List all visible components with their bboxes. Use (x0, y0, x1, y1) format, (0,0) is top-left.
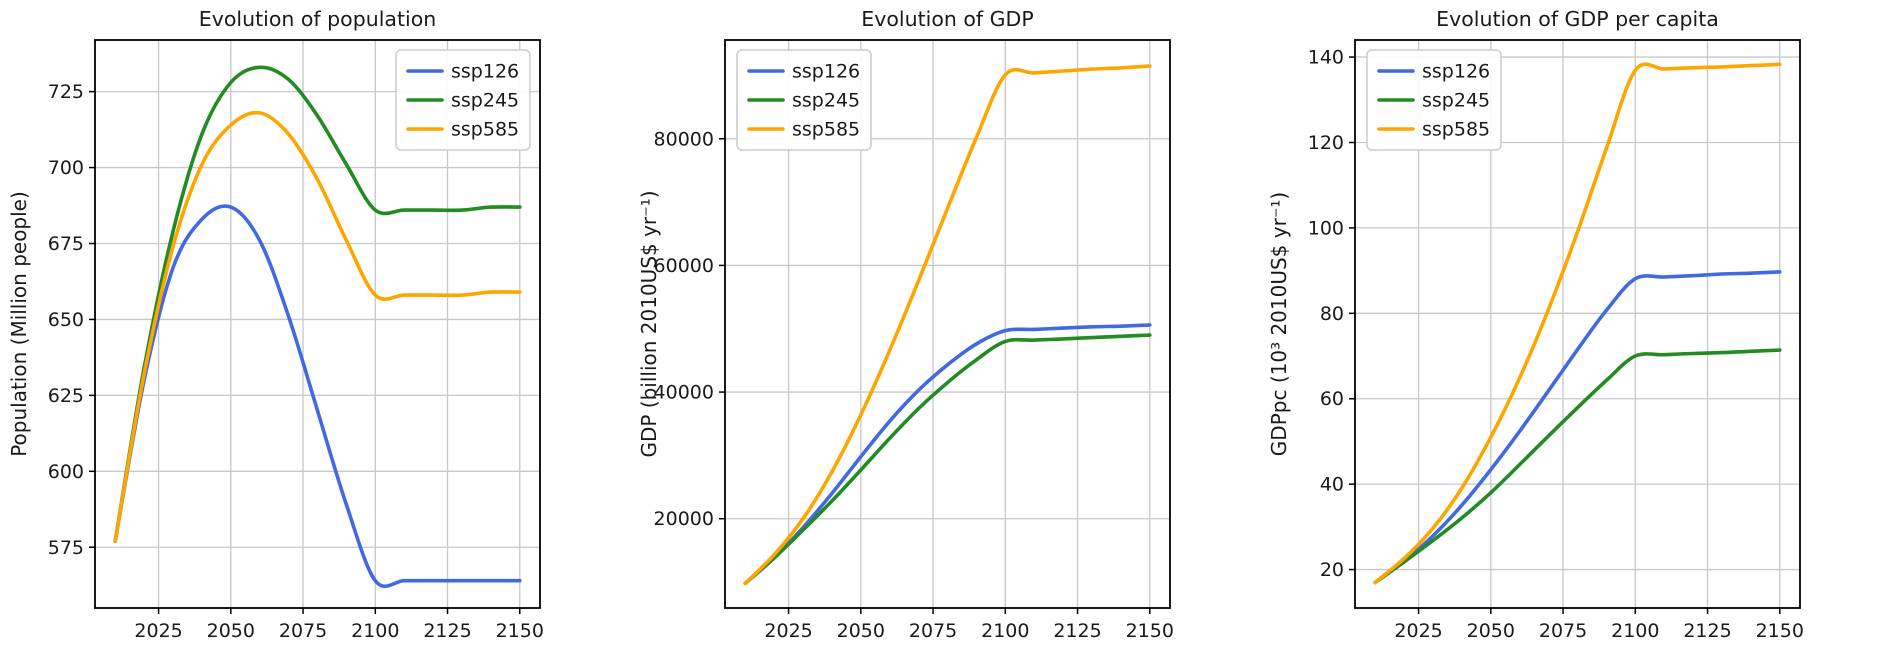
y-tick-label: 140 (1308, 47, 1344, 69)
x-tick-label: 2050 (837, 620, 885, 642)
series-ssp245-line (113, 65, 522, 543)
y-axis-label: GDPpc (10³ 2010US$ yr⁻¹) (1267, 192, 1291, 456)
x-tick-label: 2100 (351, 620, 399, 642)
y-tick-label: 20 (1320, 559, 1344, 581)
axes-frame (94, 39, 541, 609)
legend-label-ssp126: ssp126 (1422, 61, 1490, 83)
legend-box (1366, 49, 1502, 151)
y-tick-label: 40000 (654, 382, 714, 404)
y-tick-label: 20000 (654, 508, 714, 530)
y-tick-label: 625 (48, 385, 84, 407)
population-chart: 2025 2050 2075 2100 2125 2150 575 600 625 650 675 7… (7, 7, 544, 642)
x-tick-label: 2025 (764, 620, 812, 642)
y-tick-label: 60 (1320, 388, 1344, 410)
x-tick-label: 2150 (1756, 620, 1804, 642)
legend-label-ssp585: ssp585 (1422, 119, 1490, 141)
legend-label-ssp245: ssp245 (792, 90, 860, 112)
gdp-per-capita-chart: 2025 2050 2075 2100 2125 2150 20 40 60 80 100 120 14… (1267, 7, 1804, 642)
y-axis-label: GDP (billion 2010US$ yr⁻¹) (637, 190, 661, 457)
subplot-gdp-per-capita: 2025 2050 2075 2100 2125 2150 20 40 60 80 100 120 14… (1260, 0, 1890, 656)
x-tick-label: 2025 (134, 620, 182, 642)
x-tick-label: 2100 (981, 620, 1029, 642)
chart-title: Evolution of population (199, 7, 436, 31)
x-tick-label: 2050 (207, 620, 255, 642)
x-tick-label: 2125 (1053, 620, 1101, 642)
series-ssp585-line (1373, 62, 1782, 585)
y-tick-label: 120 (1308, 132, 1344, 154)
y-tick-label: 725 (48, 81, 84, 103)
legend-label-ssp245: ssp245 (1422, 90, 1490, 112)
legend-label-ssp245: ssp245 (451, 90, 519, 112)
x-tick-label: 2150 (1126, 620, 1174, 642)
legend-box (736, 49, 872, 151)
legend-box (395, 49, 531, 151)
axes-frame (724, 39, 1171, 609)
x-tick-label: 2075 (909, 620, 957, 642)
y-axis-label: Population (Million people) (7, 191, 31, 457)
y-tick-label: 675 (48, 233, 84, 255)
series-ssp585-line (113, 110, 522, 543)
legend: ssp126 ssp245 ssp585 (736, 49, 872, 151)
chart-title: Evolution of GDP (861, 7, 1033, 31)
legend-label-ssp585: ssp585 (451, 119, 519, 141)
x-tick-label: 2150 (496, 620, 544, 642)
x-tick-label: 2075 (1539, 620, 1587, 642)
series-ssp585-line (743, 64, 1152, 586)
y-tick-label: 40 (1320, 474, 1344, 496)
y-tick-label: 650 (48, 309, 84, 331)
x-tick-label: 2125 (423, 620, 471, 642)
x-tick-label: 2050 (1467, 620, 1515, 642)
series-ssp245-line (743, 333, 1152, 586)
axes-frame (1354, 39, 1801, 609)
legend-label-ssp585: ssp585 (792, 119, 860, 141)
legend-label-ssp126: ssp126 (451, 61, 519, 83)
subplot-population: 2025 2050 2075 2100 2125 2150 575 600 625 650 675 7… (0, 0, 630, 656)
y-tick-label: 100 (1308, 217, 1344, 239)
legend: ssp126 ssp245 ssp585 (395, 49, 531, 151)
x-tick-label: 2075 (279, 620, 327, 642)
gdp-chart: 2025 2050 2075 2100 2125 2150 20000 40000 60000 8… (637, 7, 1174, 642)
y-tick-label: 700 (48, 157, 84, 179)
subplot-gdp: 2025 2050 2075 2100 2125 2150 20000 40000 60000 8… (630, 0, 1260, 656)
x-tick-label: 2025 (1394, 620, 1442, 642)
x-tick-label: 2100 (1611, 620, 1659, 642)
x-tick-label: 2125 (1683, 620, 1731, 642)
chart-title: Evolution of GDP per capita (1436, 7, 1719, 31)
y-tick-label: 80000 (654, 128, 714, 150)
series-ssp126-line (1373, 270, 1782, 585)
y-tick-label: 575 (48, 537, 84, 559)
series-ssp126-line (113, 204, 522, 589)
y-tick-label: 80 (1320, 303, 1344, 325)
legend: ssp126 ssp245 ssp585 (1366, 49, 1502, 151)
series-ssp126-line (743, 323, 1152, 586)
y-tick-label: 600 (48, 461, 84, 483)
y-tick-label: 60000 (654, 255, 714, 277)
legend-label-ssp126: ssp126 (792, 61, 860, 83)
series-ssp245-line (1373, 348, 1782, 585)
